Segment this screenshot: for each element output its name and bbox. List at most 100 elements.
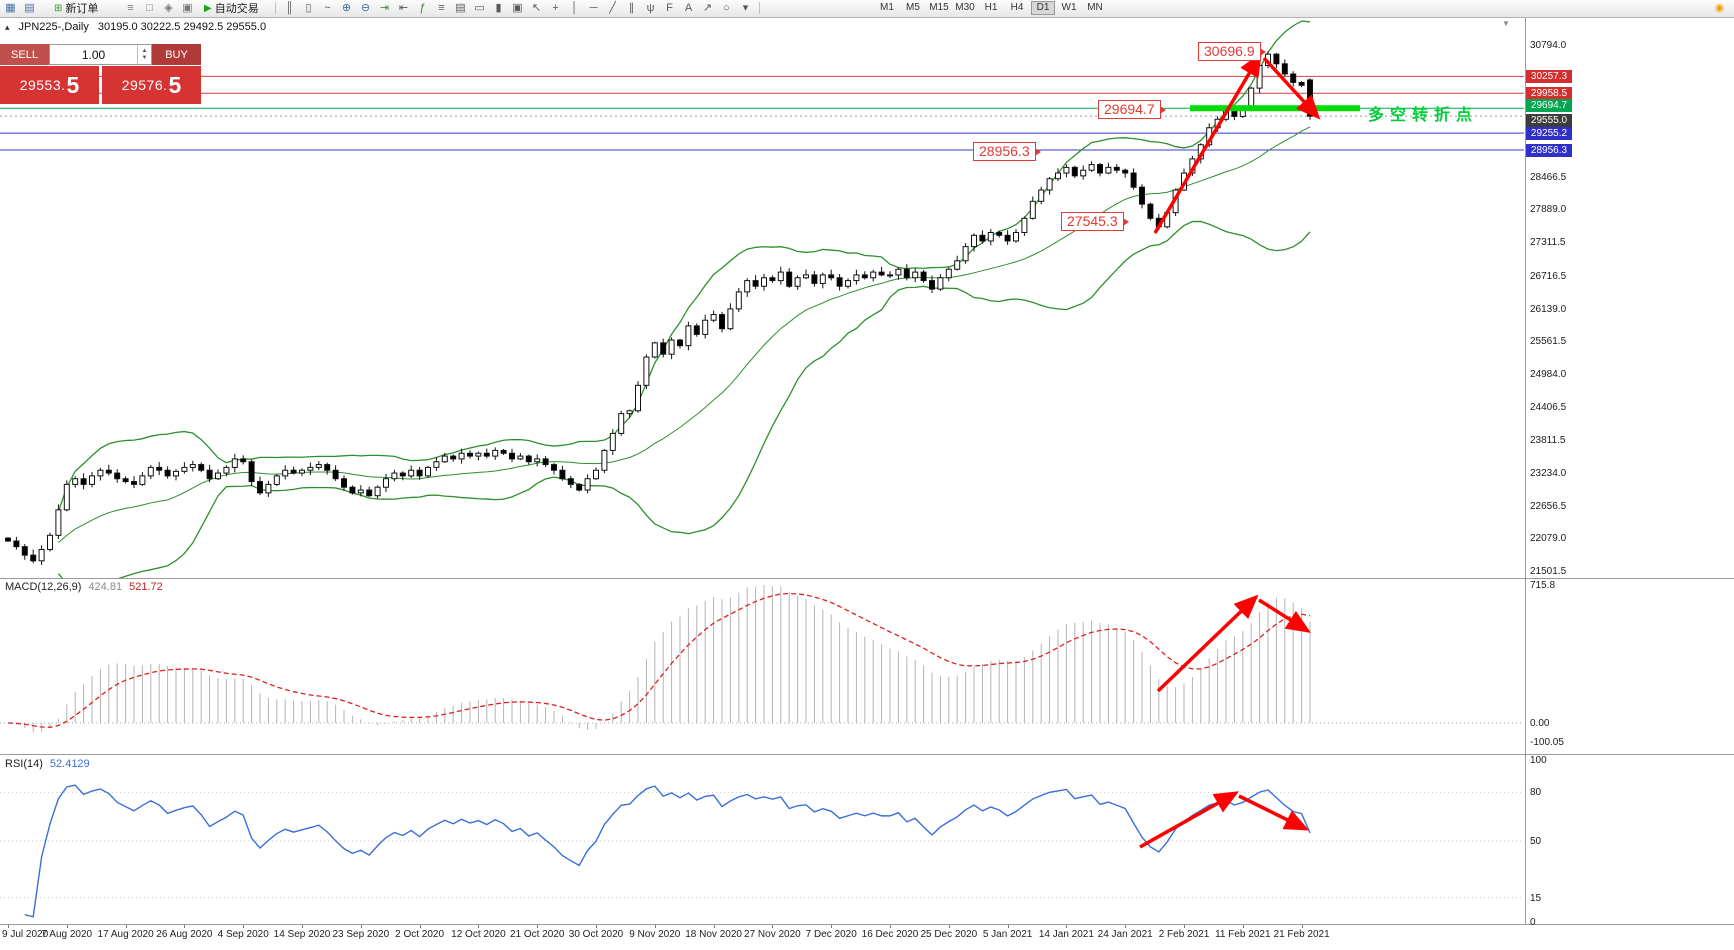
volume-down-icon[interactable]: ▼ (141, 54, 148, 61)
navigator-icon[interactable]: ◈ (164, 1, 173, 14)
rsi-axis-label: 80 (1530, 787, 1542, 799)
buy-price-small: 29576. (121, 77, 168, 93)
rsi-value: 52.4129 (49, 758, 90, 770)
one-click-trading-toggle[interactable]: ▴ (5, 21, 10, 32)
time-axis-tick (713, 925, 715, 928)
cascade-windows-icon[interactable]: ▣ (512, 1, 523, 14)
macd-panel[interactable] (0, 579, 1526, 754)
panel-divider (0, 924, 1734, 925)
autotrading-button[interactable]: ▶ 自动交易 (200, 1, 263, 16)
text-icon[interactable]: A (684, 1, 693, 14)
date-label: 12 Oct 2020 (451, 929, 506, 940)
sell-price-panel[interactable]: 29553. 5 (0, 66, 99, 104)
channel-icon[interactable]: ∥ (628, 1, 635, 14)
more-tools-icon[interactable]: ▾ (742, 1, 749, 14)
trendline-icon[interactable]: ╱ (609, 1, 616, 14)
price-axis-label: 24984.0 (1530, 368, 1567, 380)
panel-divider[interactable] (0, 754, 1734, 755)
sell-button[interactable]: SELL (0, 44, 49, 65)
vertical-line-icon[interactable]: │ (571, 1, 578, 14)
market-watch-icon[interactable]: ≡ (127, 1, 134, 14)
sell-price-small: 29553. (19, 77, 66, 93)
swing-low-callout[interactable]: 27545.3 (1061, 212, 1129, 231)
zoom-in-icon[interactable]: ⊕ (341, 1, 352, 14)
templates-icon[interactable]: ▤ (455, 1, 466, 14)
data-window-icon[interactable]: □ (146, 1, 153, 14)
timeframe-h4[interactable]: H4 (1010, 2, 1024, 13)
price-axis-label: 26139.0 (1530, 303, 1567, 315)
new-chart-icon[interactable]: ▦ (5, 1, 16, 14)
timeframe-m5[interactable]: M5 (906, 2, 920, 13)
chart-bars-icon[interactable]: ║ (285, 1, 294, 14)
timeframe-d1[interactable]: D1 (1031, 1, 1055, 15)
volume-spinner[interactable]: ▲ ▼ (137, 45, 151, 64)
buy-button[interactable]: BUY (152, 44, 201, 65)
date-label: 26 Aug 2020 (156, 929, 213, 940)
time-axis-tick (537, 925, 539, 928)
price-axis-label: 22656.5 (1530, 500, 1567, 512)
volume-box[interactable]: 1.00 ▲ ▼ (49, 44, 152, 65)
time-axis-tick (948, 925, 950, 928)
timeframe-m30[interactable]: M30 (955, 2, 975, 13)
timeframe-mn[interactable]: MN (1087, 2, 1103, 13)
date-label: 24 Jan 2021 (1097, 929, 1153, 940)
swing-high-callout[interactable]: 30696.9 (1198, 42, 1266, 61)
date-label: 18 Nov 2020 (685, 929, 742, 940)
chart-shift-marker[interactable]: ▼ (1502, 19, 1510, 28)
periods-icon[interactable]: ≡ (438, 1, 445, 14)
terminal-icon[interactable]: ▣ (182, 1, 193, 14)
time-axis-tick (772, 925, 774, 928)
rsi-label: RSI(14) 52.4129 (5, 758, 90, 770)
price-chart[interactable] (0, 17, 1526, 578)
fibonacci-icon[interactable]: F (666, 1, 673, 14)
rsi-axis-label: 50 (1530, 836, 1542, 847)
tile-vertical-icon[interactable]: ▮ (495, 1, 502, 14)
panel-divider[interactable] (0, 578, 1734, 579)
pivot-annotation-text: 多空转折点 (1368, 107, 1479, 124)
indicators-icon[interactable]: ƒ (419, 1, 426, 14)
price-axis-label: 27311.5 (1530, 237, 1566, 249)
cursor-icon[interactable]: ↖ (531, 1, 542, 14)
time-axis-tick (184, 925, 186, 928)
crosshair-icon[interactable]: + (552, 1, 559, 14)
date-label: 7 Aug 2020 (41, 929, 93, 940)
chart-profiles-icon[interactable]: ▤ (24, 1, 35, 14)
ellipse-icon[interactable]: ○ (723, 1, 730, 14)
date-label: 14 Sep 2020 (273, 929, 331, 940)
ohlc-values: 30195.0 30222.5 29492.5 29555.0 (97, 21, 267, 33)
arrow-tool-icon[interactable]: ↗ (702, 1, 713, 14)
candles (5, 51, 1313, 566)
price-axis-label: 26716.5 (1530, 270, 1567, 282)
pivot-price-callout[interactable]: 29694.7 (1098, 100, 1166, 119)
support-price-callout[interactable]: 28956.3 (973, 142, 1041, 161)
chart-candles-icon[interactable]: ▯ (305, 1, 312, 14)
buy-price-panel[interactable]: 29576. 5 (102, 66, 201, 104)
rsi-axis-label: 0 (1530, 917, 1536, 928)
timeframe-m1[interactable]: M1 (880, 2, 894, 13)
mql5-icon[interactable]: ◉ (1714, 1, 1725, 14)
price-tag: 28956.3 (1526, 143, 1572, 157)
date-label: 5 Jan 2021 (982, 929, 1033, 940)
horizontal-line-icon[interactable]: ─ (589, 1, 598, 14)
date-label: 2 Feb 2021 (1158, 929, 1210, 940)
timeframe-m15[interactable]: M15 (929, 2, 949, 13)
andrews-pitchfork-icon[interactable]: ψ (646, 1, 655, 14)
new-order-button[interactable]: ⊞ 新订单 (50, 1, 102, 16)
buy-price-big: 5 (168, 71, 182, 98)
price-axis-label: 27889.0 (1530, 204, 1567, 216)
date-label: 25 Dec 2020 (920, 929, 978, 940)
timeframe-h1[interactable]: H1 (984, 2, 998, 13)
tile-horizontal-icon[interactable]: ▭ (474, 1, 485, 14)
auto-scroll-icon[interactable]: ⇥ (379, 1, 390, 14)
zoom-out-icon[interactable]: ⊖ (360, 1, 371, 14)
chart-line-icon[interactable]: ~ (324, 1, 331, 14)
date-label: 9 Nov 2020 (629, 929, 681, 940)
macd-axis-label: 715.8 (1530, 579, 1556, 591)
chart-shift-icon[interactable]: ⇤ (398, 1, 409, 14)
rsi-panel[interactable] (0, 755, 1526, 924)
macd-axis-label: 0.00 (1530, 718, 1550, 729)
timeframe-w1[interactable]: W1 (1061, 2, 1077, 13)
volume-up-icon[interactable]: ▲ (141, 47, 148, 54)
date-label: 23 Sep 2020 (332, 929, 390, 940)
volume-input[interactable]: 1.00 (81, 47, 106, 62)
